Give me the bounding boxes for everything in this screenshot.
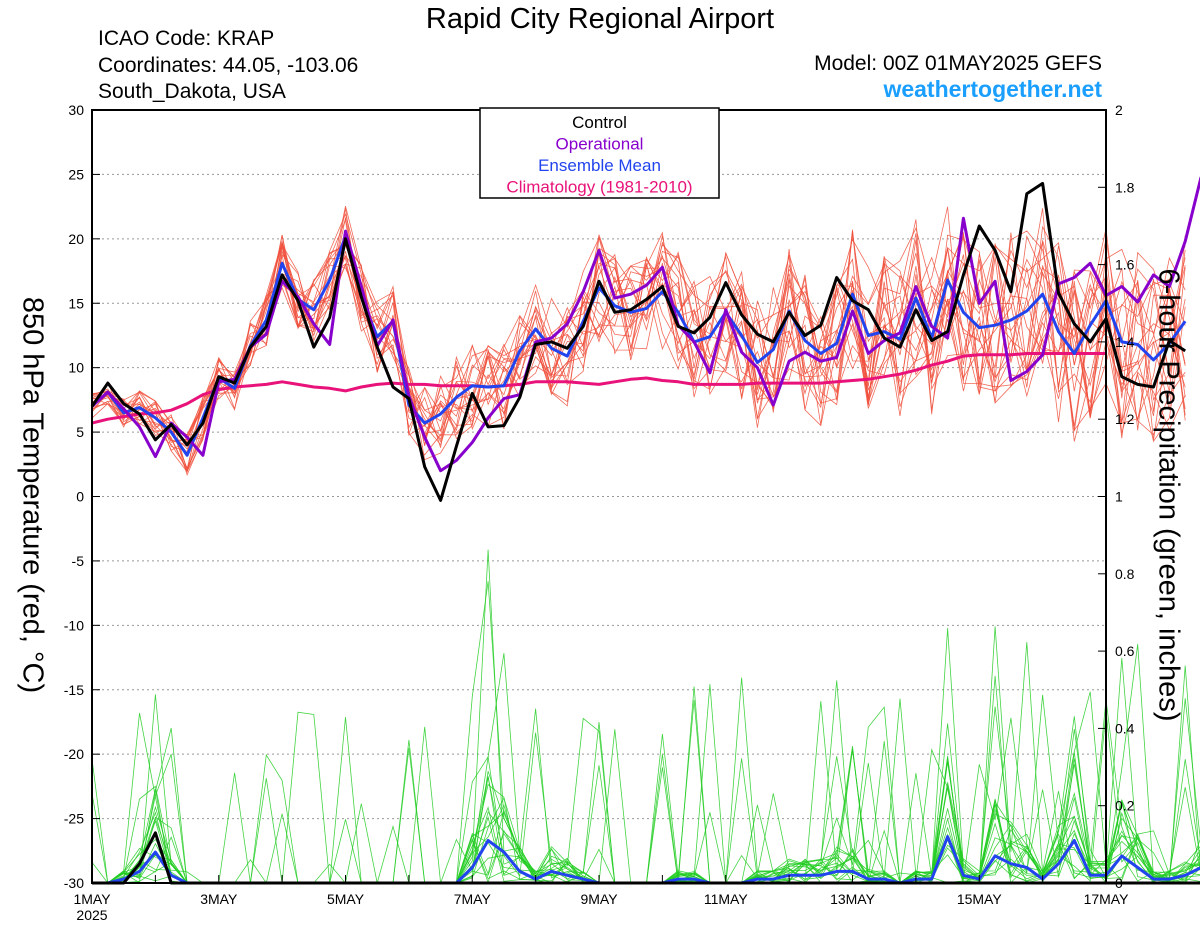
legend: Control Operational Ensemble Mean Climatolo… — [479, 107, 720, 199]
x-tick-label: 3MAY — [200, 891, 238, 907]
legend-entry: Ensemble Mean — [538, 156, 661, 175]
site-link[interactable]: weathertogether.net — [883, 76, 1102, 102]
member-temp-line — [91, 235, 1186, 471]
coordinates: Coordinates: 44.05, -103.06 — [98, 54, 359, 77]
climatology-1981-2010-left-line — [91, 352, 1106, 425]
member-temp-line — [91, 218, 1186, 473]
y-tick-label: 5 — [76, 424, 84, 440]
control-left-line — [90, 181, 1187, 502]
y-right-tick-label: 0.8 — [1115, 566, 1135, 582]
legend-entry: Operational — [556, 135, 644, 154]
x-tick-label: 17MAY — [1084, 891, 1130, 907]
member-precip-line — [92, 657, 1200, 884]
y-right-tick-label: 0.4 — [1115, 720, 1135, 736]
y-tick-label: 25 — [68, 166, 84, 182]
page-title: Rapid City Regional Airport — [425, 3, 775, 35]
x-tick-label: 9MAY — [580, 891, 618, 907]
x-tick-label: 7MAY — [454, 891, 492, 907]
legend-box — [479, 107, 720, 199]
y-right-tick-label: 0.2 — [1115, 798, 1135, 814]
x-tick-label: 15MAY — [957, 891, 1003, 907]
y-tick-label: 0 — [76, 489, 84, 505]
y-tick-label: 15 — [68, 295, 84, 311]
y-right-tick-label: 0.6 — [1115, 643, 1135, 659]
member-precip-line — [92, 581, 1200, 884]
x-tick-label: 1MAY — [73, 891, 111, 907]
y-tick-label: -15 — [64, 682, 84, 698]
y-axis-label-right: 6-hour Precipitation (green, inches) — [1152, 268, 1185, 722]
y-right-tick-label: 1 — [1115, 489, 1123, 505]
y-right-tick-label: 1.8 — [1115, 179, 1135, 195]
y-tick-label: 10 — [68, 360, 84, 376]
member-precip-line — [92, 694, 1200, 884]
y-right-tick-label: 1.2 — [1115, 411, 1135, 427]
model-run: Model: 00Z 01MAY2025 GEFS — [814, 52, 1102, 75]
y-tick-label: 20 — [68, 231, 84, 247]
member-precip-line — [92, 628, 1200, 884]
y-tick-label: -20 — [64, 746, 84, 762]
y-tick-label: -10 — [64, 617, 84, 633]
legend-entry: Climatology (1981-2010) — [506, 178, 692, 197]
member-precip-line — [92, 684, 1200, 884]
operational-left-line — [90, 176, 1200, 473]
axes: 302520151050-5-10-15-20-25-3021.81.61.41… — [64, 102, 1135, 923]
legend-entry: Control — [572, 113, 627, 132]
member-precip-line — [91, 644, 1200, 884]
member-temp-line — [91, 231, 1186, 451]
y-tick-label: -5 — [72, 553, 85, 569]
y-axis-label-left: 850 hPa Temperature (red, °C) — [16, 296, 49, 694]
member-precip-line — [92, 626, 1200, 884]
y-tick-label: 30 — [68, 102, 84, 118]
member-precip-line — [91, 677, 1200, 884]
control-right-line — [92, 831, 1200, 885]
region: South_Dakota, USA — [98, 80, 286, 103]
y-tick-label: -25 — [64, 811, 84, 827]
member-precip-line — [92, 694, 1200, 884]
series-lines — [90, 176, 1200, 885]
icao-code: ICAO Code: KRAP — [98, 27, 275, 50]
x-tick-label: 13MAY — [830, 891, 876, 907]
y-right-tick-label: 0 — [1115, 875, 1123, 891]
y-tick-label: -30 — [64, 875, 84, 891]
x-tick-label: 5MAY — [327, 891, 365, 907]
member-temp-line — [91, 217, 1186, 442]
x-tick-label: 11MAY — [704, 891, 748, 907]
y-right-tick-label: 1.6 — [1115, 257, 1135, 273]
member-precip-line — [92, 653, 1200, 884]
y-right-tick-label: 2 — [1115, 102, 1123, 118]
x-tick-sublabel: 2025 — [76, 907, 107, 923]
y-right-tick-label: 1.4 — [1115, 334, 1135, 350]
ensemble-mean-left-line — [90, 234, 1187, 457]
